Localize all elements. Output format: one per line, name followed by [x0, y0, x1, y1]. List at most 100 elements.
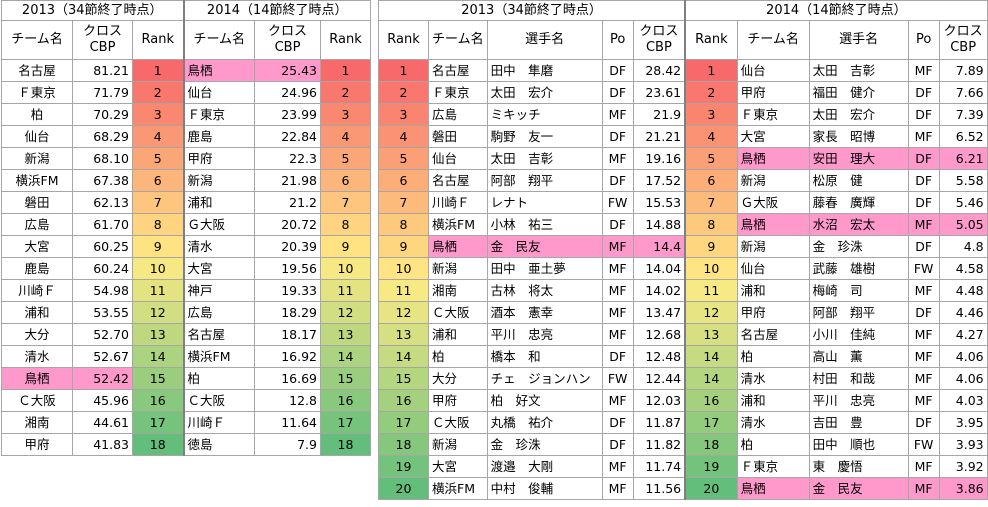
player-cell: 藤春 廣輝 [808, 191, 909, 214]
table-row: 大宮 60.25 9 清水 20.39 9 [1, 235, 371, 258]
position-column-header: Po [907, 20, 940, 60]
table-row: 鹿島 60.24 10 大宮 19.56 10 [1, 257, 371, 280]
rank-cell: 11 [320, 279, 371, 302]
position-cell: MF [907, 125, 940, 148]
team-cell: 新潟 [428, 257, 488, 280]
position-cell: MF [601, 257, 634, 280]
position-cell: MF [907, 455, 940, 478]
rank-cell: 9 [378, 235, 429, 258]
table-row: 甲府 41.83 18 徳島 7.9 18 [1, 433, 371, 456]
rank-cell: 7 [132, 191, 184, 214]
table-row: 柏 70.29 3 Ｆ東京 23.99 3 [1, 103, 371, 126]
player-cell: 金 珍洙 [486, 433, 603, 456]
position-cell: MF [601, 477, 634, 500]
rank-cell: 13 [378, 323, 429, 346]
rank-cell: 18 [378, 433, 429, 456]
rank-cell: 9 [132, 235, 184, 258]
cross-cbp-cell: 60.25 [72, 235, 133, 258]
position-cell: MF [907, 345, 940, 368]
rank-cell: 11 [378, 279, 429, 302]
position-cell: MF [601, 389, 634, 412]
cross-cbp-cell: 12.68 [632, 323, 686, 346]
cross-cbp-cell: 67.38 [72, 169, 133, 192]
player-cell: 酒本 憲幸 [486, 301, 603, 324]
cross-cbp-cell: 11.56 [632, 477, 686, 500]
team-cell: Ｃ大阪 [1, 389, 73, 412]
team-cell: 鹿島 [1, 257, 73, 280]
cross-cbp-cell: 4.06 [938, 345, 988, 368]
cross-cbp-cell: 11.87 [632, 411, 686, 434]
rank-cell: 2 [378, 81, 429, 104]
cross-cbp-cell: 12.03 [632, 389, 686, 412]
cross-cbp-cell: 7.39 [938, 103, 988, 126]
position-cell: DF [907, 81, 940, 104]
rank-cell: 5 [320, 147, 371, 170]
cross-cbp-cell: 41.83 [72, 433, 133, 456]
rank-cell: 17 [132, 411, 184, 434]
cross-cbp-column-header: クロス CBP [632, 20, 686, 60]
period-2013-header: 2013（34節終了時点） [378, 0, 686, 21]
rank-cell: 2 [684, 81, 738, 104]
player-cell: 家長 昭博 [808, 125, 909, 148]
cross-cbp-cell: 52.42 [72, 367, 133, 390]
cross-cbp-cell: 54.98 [72, 279, 133, 302]
player-cell: 柏 好文 [486, 389, 603, 412]
rank-cell: 17 [320, 411, 371, 434]
cross-cbp-cell: 19.16 [632, 147, 686, 170]
rank-cell: 13 [684, 323, 738, 346]
position-cell: DF [601, 411, 634, 434]
player-cell: 渡邉 大剛 [486, 455, 603, 478]
cross-cbp-cell: 3.86 [938, 477, 988, 500]
table-row: Ｆ東京 71.79 2 仙台 24.96 2 [1, 81, 371, 104]
team-column-header: チーム名 [1, 20, 73, 60]
rank-cell: 8 [132, 213, 184, 236]
cross-cbp-cell: 22.84 [254, 125, 321, 148]
team-cell: 柏 [736, 345, 810, 368]
player-cell: 金 珍洙 [808, 235, 909, 258]
team-cell: 新潟 [182, 169, 255, 192]
team-cell: Ｆ東京 [736, 103, 810, 126]
position-cell: MF [907, 59, 940, 82]
table-row: 2 Ｆ東京 太田 宏介 DF 23.61 2 甲府 福田 健介 DF 7.66 [378, 81, 988, 104]
team-cell: 鳥栖 [428, 235, 488, 258]
team-cell: 甲府 [428, 389, 488, 412]
table-row: 川崎Ｆ 54.98 11 神戸 19.33 11 [1, 279, 371, 302]
rank-cell: 5 [378, 147, 429, 170]
team-cell: 鹿島 [182, 125, 255, 148]
cross-cbp-cell: 71.79 [72, 81, 133, 104]
rank-cell: 8 [320, 213, 371, 236]
team-cell: 甲府 [1, 433, 73, 456]
team-cell: 広島 [182, 301, 255, 324]
cross-cbp-cell: 4.03 [938, 389, 988, 412]
rank-cell: 1 [132, 59, 184, 82]
rank-cell: 14 [132, 345, 184, 368]
player-cell: 金 民友 [486, 235, 603, 258]
rank-cell: 12 [684, 301, 738, 324]
team-cell: 神戸 [182, 279, 255, 302]
team-cell: 仙台 [736, 59, 810, 82]
team-cell: 浦和 [182, 191, 255, 214]
player-cell: 太田 宏介 [808, 103, 909, 126]
cross-cbp-cell: 62.13 [72, 191, 133, 214]
rank-cell: 20 [378, 477, 429, 500]
rank-cell: 14 [378, 345, 429, 368]
rank-cell: 8 [684, 213, 738, 236]
cross-cbp-cell: 18.29 [254, 301, 321, 324]
cross-cbp-cell: 19.56 [254, 257, 321, 280]
cross-cbp-cell: 14.88 [632, 213, 686, 236]
cross-cbp-cell: 4.27 [938, 323, 988, 346]
team-column-header: チーム名 [182, 20, 255, 60]
team-cell: 柏 [428, 345, 488, 368]
cross-cbp-cell: 4.48 [938, 279, 988, 302]
team-cell: 名古屋 [182, 323, 255, 346]
player-cell: 小川 佳純 [808, 323, 909, 346]
team-cell: 仙台 [736, 257, 810, 280]
team-cell: 大分 [428, 367, 488, 390]
player-cell: 平川 忠亮 [808, 389, 909, 412]
rank-cell: 2 [132, 81, 184, 104]
position-cell: DF [601, 59, 634, 82]
cross-cbp-cell: 52.70 [72, 323, 133, 346]
team-cell: 大宮 [736, 125, 810, 148]
rank-cell: 11 [132, 279, 184, 302]
cross-cbp-cell: 28.42 [632, 59, 686, 82]
